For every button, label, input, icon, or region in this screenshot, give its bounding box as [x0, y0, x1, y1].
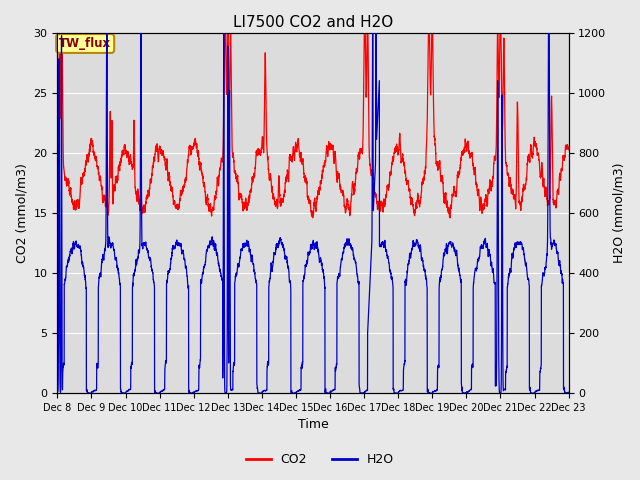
X-axis label: Time: Time: [298, 419, 328, 432]
Title: LI7500 CO2 and H2O: LI7500 CO2 and H2O: [233, 15, 393, 30]
Text: TW_flux: TW_flux: [59, 37, 111, 50]
Legend: CO2, H2O: CO2, H2O: [241, 448, 399, 471]
Y-axis label: CO2 (mmol/m3): CO2 (mmol/m3): [15, 163, 28, 263]
Y-axis label: H2O (mmol/m3): H2O (mmol/m3): [612, 163, 625, 263]
